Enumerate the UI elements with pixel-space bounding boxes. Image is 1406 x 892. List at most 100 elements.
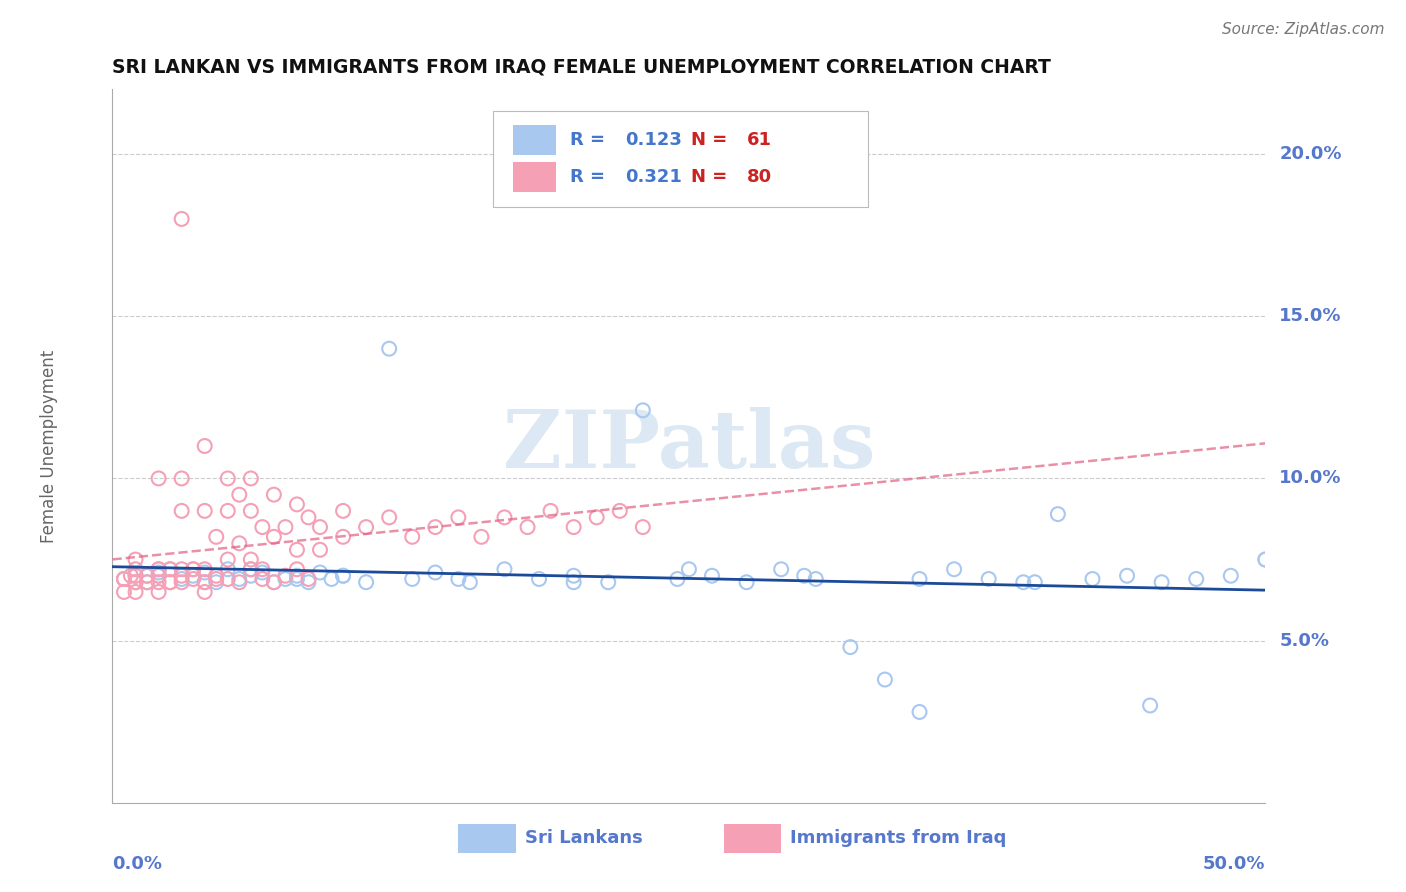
Text: R =: R =	[571, 131, 612, 149]
Point	[1150, 575, 1173, 590]
Point	[309, 566, 332, 580]
Point	[148, 562, 170, 576]
Point	[321, 572, 343, 586]
Text: 0.123: 0.123	[626, 131, 682, 149]
Point	[527, 572, 550, 586]
Point	[148, 471, 170, 485]
Point	[120, 568, 142, 582]
Point	[263, 575, 285, 590]
Point	[148, 585, 170, 599]
Text: 15.0%: 15.0%	[1279, 307, 1341, 326]
Point	[239, 562, 262, 576]
Point	[540, 504, 562, 518]
Point	[631, 403, 654, 417]
Text: SRI LANKAN VS IMMIGRANTS FROM IRAQ FEMALE UNEMPLOYMENT CORRELATION CHART: SRI LANKAN VS IMMIGRANTS FROM IRAQ FEMAL…	[112, 57, 1052, 77]
Point	[1139, 698, 1161, 713]
Point	[562, 568, 585, 582]
Text: N =: N =	[692, 131, 734, 149]
Point	[977, 572, 1000, 586]
Point	[1185, 572, 1208, 586]
Point	[274, 568, 297, 582]
Point	[170, 562, 193, 576]
Text: ZIPatlas: ZIPatlas	[503, 407, 875, 485]
Text: 0.321: 0.321	[626, 168, 682, 186]
Point	[839, 640, 862, 654]
Point	[124, 585, 146, 599]
Point	[1012, 575, 1035, 590]
Point	[401, 530, 423, 544]
FancyBboxPatch shape	[724, 824, 782, 853]
Point	[181, 562, 204, 576]
FancyBboxPatch shape	[513, 162, 557, 192]
Point	[263, 488, 285, 502]
Text: R =: R =	[571, 168, 612, 186]
Point	[159, 575, 181, 590]
Point	[1024, 575, 1046, 590]
Point	[378, 510, 401, 524]
Point	[194, 575, 217, 590]
Point	[148, 568, 170, 582]
Point	[332, 568, 354, 582]
Point	[908, 572, 931, 586]
Point	[228, 536, 250, 550]
Point	[252, 572, 274, 586]
Point	[1046, 507, 1069, 521]
Point	[252, 520, 274, 534]
Text: Immigrants from Iraq: Immigrants from Iraq	[790, 830, 1007, 847]
Point	[239, 568, 262, 582]
Text: 80: 80	[747, 168, 772, 186]
Point	[170, 471, 193, 485]
Point	[297, 572, 319, 586]
Text: Sri Lankans: Sri Lankans	[526, 830, 643, 847]
Point	[124, 562, 146, 576]
Point	[1254, 552, 1277, 566]
Point	[908, 705, 931, 719]
Point	[631, 520, 654, 534]
Point	[793, 568, 815, 582]
Point	[124, 575, 146, 590]
Point	[447, 510, 470, 524]
Point	[425, 566, 447, 580]
Point	[1254, 552, 1277, 566]
Point	[562, 520, 585, 534]
Point	[228, 575, 250, 590]
Point	[170, 504, 193, 518]
Point	[285, 562, 308, 576]
Point	[285, 568, 308, 582]
Point	[170, 575, 193, 590]
Point	[263, 530, 285, 544]
Point	[735, 575, 758, 590]
Point	[585, 510, 607, 524]
Point	[159, 562, 181, 576]
Point	[458, 575, 481, 590]
Point	[217, 504, 239, 518]
Point	[332, 504, 354, 518]
Point	[274, 520, 297, 534]
Point	[425, 520, 447, 534]
Point	[332, 530, 354, 544]
FancyBboxPatch shape	[494, 111, 868, 207]
Point	[354, 575, 377, 590]
Point	[148, 575, 170, 590]
Text: 61: 61	[747, 131, 772, 149]
Point	[274, 572, 297, 586]
Point	[205, 530, 228, 544]
Point	[124, 552, 146, 566]
Point	[124, 568, 146, 582]
Point	[239, 562, 262, 576]
Point	[217, 471, 239, 485]
FancyBboxPatch shape	[458, 824, 516, 853]
Point	[136, 568, 159, 582]
Point	[252, 562, 274, 576]
Point	[148, 562, 170, 576]
Point	[217, 572, 239, 586]
Point	[252, 566, 274, 580]
Point	[205, 575, 228, 590]
Point	[194, 504, 217, 518]
Point	[263, 575, 285, 590]
Point	[378, 342, 401, 356]
Point	[194, 575, 217, 590]
Point	[297, 510, 319, 524]
Point	[598, 575, 620, 590]
Point	[678, 562, 700, 576]
